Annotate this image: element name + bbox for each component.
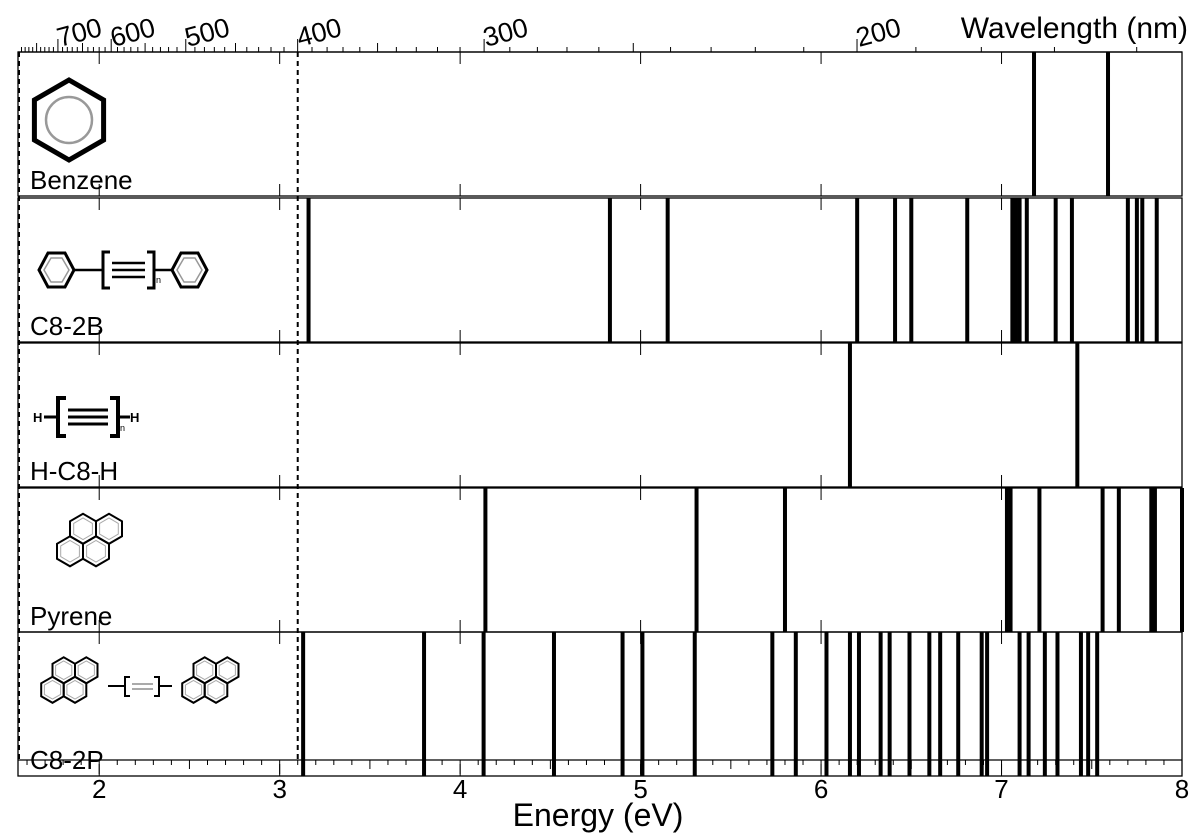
energy-tick-label: 5 xyxy=(633,774,647,804)
svg-text:H: H xyxy=(130,410,139,425)
panel-frame xyxy=(17,342,1183,488)
bracket xyxy=(154,676,160,697)
panel-h-c8-h: H-C8-H xyxy=(17,342,1183,488)
ring-inner xyxy=(99,517,119,541)
svg-text:H: H xyxy=(33,410,42,425)
ring-inner xyxy=(55,660,73,681)
ring-inner xyxy=(207,679,225,700)
wavelength-tick-label: 400 xyxy=(293,12,344,53)
panel-frame xyxy=(17,197,1183,343)
ring-inner xyxy=(218,660,236,681)
panel-c8-2p: C8-2P xyxy=(17,631,1183,777)
energy-tick-label: 7 xyxy=(994,774,1008,804)
panel-label: H-C8-H xyxy=(30,456,118,486)
ring-inner xyxy=(77,660,95,681)
ring xyxy=(203,675,229,704)
energy-axis-label: Energy (eV) xyxy=(513,797,684,833)
panel-label: Benzene xyxy=(30,165,133,195)
wavelength-tick-label: 500 xyxy=(182,12,233,53)
panel-frame xyxy=(17,51,1183,197)
diphenyl-polyyne-structure-icon: n xyxy=(37,250,209,290)
energy-axis: 2 3 4 5 6 7 8 xyxy=(18,759,1189,804)
ring xyxy=(82,535,110,568)
ring-inner xyxy=(73,517,93,541)
panel-pyrene: Pyrene xyxy=(17,487,1184,633)
ring-inner xyxy=(196,660,214,681)
repeat-subscript: n xyxy=(156,275,161,285)
benzene-structure-icon xyxy=(31,77,107,163)
pyrene-structure-icon xyxy=(56,512,123,568)
wavelength-tick-label: 700 xyxy=(54,12,105,53)
energy-tick-label: 6 xyxy=(814,774,828,804)
dipyrenyl-polyyne-structure-icon xyxy=(40,656,240,704)
energy-tick-label: 8 xyxy=(1175,774,1189,804)
panel-frame xyxy=(17,631,1183,777)
wavelength-tick-label: 200 xyxy=(853,12,904,53)
reference-lines xyxy=(18,52,299,760)
wavelength-axis-label: Wavelength (nm) xyxy=(961,12,1188,45)
wavelength-tick-label: 600 xyxy=(107,12,158,53)
ring-inner xyxy=(66,679,84,700)
wavelength-tick-label: 300 xyxy=(480,12,531,53)
panel-label: C8-2B xyxy=(30,311,104,341)
ring-inner xyxy=(184,679,203,700)
bracket xyxy=(124,676,130,697)
ring-inner xyxy=(60,539,80,563)
panel-benzene: Benzene xyxy=(17,51,1183,197)
energy-tick-label: 4 xyxy=(453,774,467,804)
panel-label: Pyrene xyxy=(30,601,112,631)
energy-tick-label: 2 xyxy=(92,774,106,804)
polyyne-structure-icon: H n H xyxy=(33,396,139,438)
ring-inner xyxy=(43,679,62,700)
repeat-subscript: n xyxy=(120,423,125,433)
energy-tick-label: 3 xyxy=(272,774,286,804)
ring xyxy=(62,675,88,704)
panel-c8-2b: C8-2B xyxy=(17,197,1183,343)
ring-inner xyxy=(86,539,106,563)
